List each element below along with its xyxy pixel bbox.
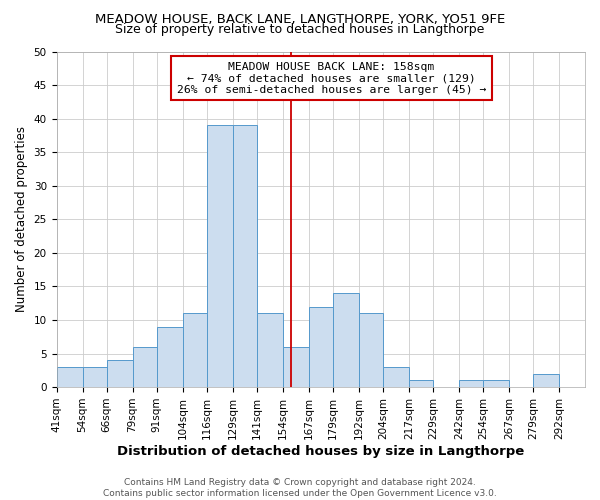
Bar xyxy=(206,126,233,387)
Bar xyxy=(409,380,433,387)
Y-axis label: Number of detached properties: Number of detached properties xyxy=(15,126,28,312)
Bar xyxy=(333,293,359,387)
Bar xyxy=(359,314,383,387)
Text: MEADOW HOUSE BACK LANE: 158sqm
← 74% of detached houses are smaller (129)
26% of: MEADOW HOUSE BACK LANE: 158sqm ← 74% of … xyxy=(176,62,486,95)
Bar xyxy=(157,326,182,387)
Bar xyxy=(83,367,107,387)
Bar xyxy=(309,306,333,387)
Bar xyxy=(233,126,257,387)
Bar xyxy=(107,360,133,387)
Bar xyxy=(56,367,83,387)
Bar xyxy=(283,347,309,387)
Bar xyxy=(383,367,409,387)
Text: MEADOW HOUSE, BACK LANE, LANGTHORPE, YORK, YO51 9FE: MEADOW HOUSE, BACK LANE, LANGTHORPE, YOR… xyxy=(95,12,505,26)
Bar xyxy=(133,347,157,387)
Text: Contains HM Land Registry data © Crown copyright and database right 2024.
Contai: Contains HM Land Registry data © Crown c… xyxy=(103,478,497,498)
X-axis label: Distribution of detached houses by size in Langthorpe: Distribution of detached houses by size … xyxy=(117,444,524,458)
Bar xyxy=(182,314,206,387)
Bar xyxy=(483,380,509,387)
Text: Size of property relative to detached houses in Langthorpe: Size of property relative to detached ho… xyxy=(115,22,485,36)
Bar xyxy=(257,314,283,387)
Bar xyxy=(533,374,559,387)
Bar xyxy=(459,380,483,387)
